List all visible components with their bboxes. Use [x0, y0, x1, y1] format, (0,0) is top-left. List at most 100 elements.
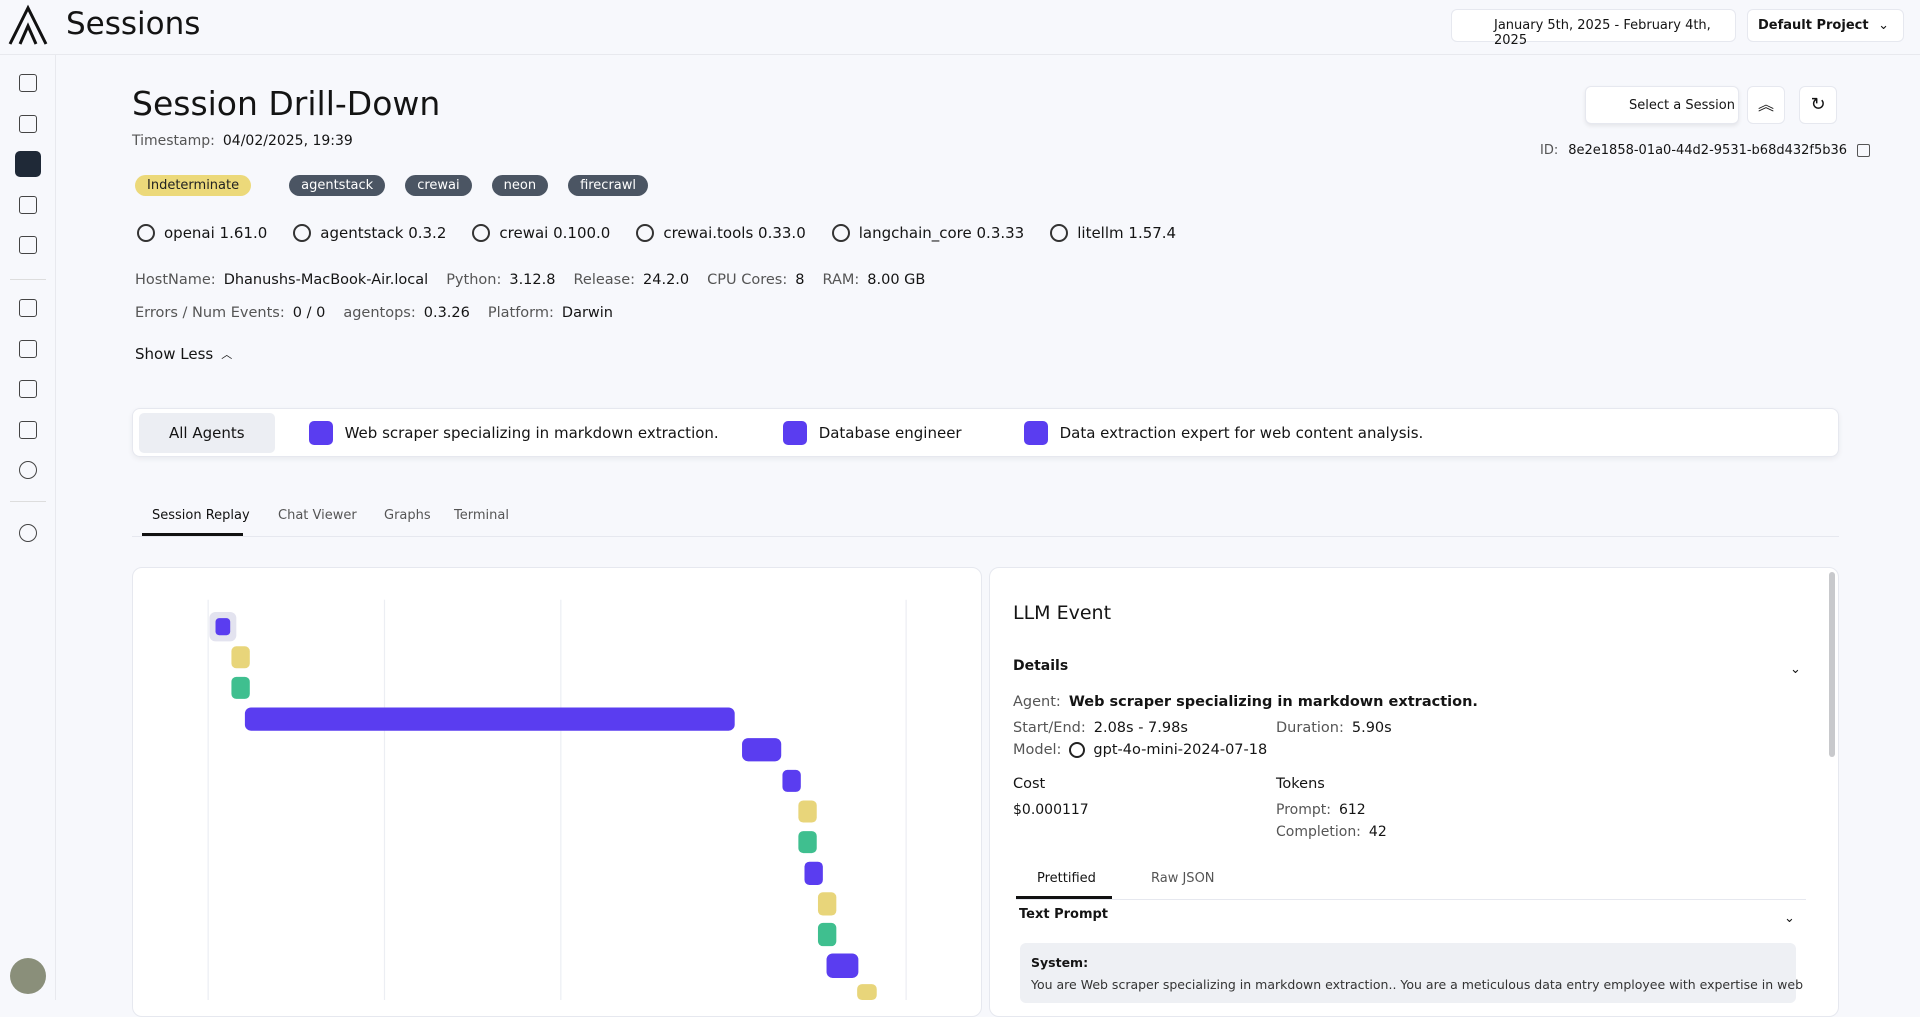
info-label: HostName: [135, 272, 216, 288]
package: langchain_core 0.3.33 [831, 224, 1025, 242]
agent-filter[interactable]: All Agents [139, 412, 275, 453]
tab[interactable]: Session Replay [152, 508, 250, 523]
tab[interactable]: Graphs [384, 508, 431, 523]
select-session-button[interactable]: Select a Session [1585, 86, 1739, 124]
tab[interactable]: Chat Viewer [278, 508, 357, 523]
event-bar[interactable] [742, 738, 782, 762]
package: litellm 1.57.4 [1050, 224, 1176, 242]
field-value: 2.08s - 7.98s [1093, 720, 1188, 736]
cost-label: Cost [1013, 776, 1046, 792]
agent-icon [308, 420, 333, 445]
package: crewai 0.100.0 [472, 224, 610, 242]
agent-icon [1023, 420, 1048, 445]
event-bar[interactable] [798, 831, 817, 854]
info-value: 8 [795, 272, 805, 288]
date-range[interactable]: January 5th, 2025 - February 4th, 2025 [1451, 9, 1736, 48]
agent-filter[interactable]: Data extraction expert for web content a… [1023, 420, 1423, 445]
text-prompt-toggle[interactable]: ⌄ [1784, 911, 1795, 926]
system-text: You are Web scraper specializing in mark… [1031, 977, 1804, 992]
date-range-text: January 5th, 2025 - February 4th, 2025 [1494, 18, 1711, 48]
nav-icon[interactable] [19, 380, 37, 398]
id-label: ID: [1540, 143, 1559, 158]
info-value: 3.12.8 [509, 272, 556, 288]
agent-icon [782, 420, 807, 445]
field-label: Completion: [1276, 824, 1361, 840]
event-agent: Agent: Web scraper specializing in markdo… [1013, 694, 1478, 710]
package: openai 1.61.0 [137, 224, 267, 242]
event-model: Model: gpt-4o-mini-2024-07-18 [1013, 742, 1267, 758]
project-select[interactable]: Default Project ⌄ [1747, 9, 1904, 42]
nav-icon[interactable] [19, 299, 37, 317]
agent-filter[interactable]: Database engineer [782, 420, 962, 445]
info-item: Platform: Darwin [488, 305, 613, 321]
sidebar [0, 54, 56, 1000]
system-label: System: [1031, 955, 1089, 970]
nav-icon[interactable] [19, 74, 37, 92]
info-item: RAM: 8.00 GB [822, 272, 925, 288]
package-icon [472, 224, 491, 242]
event-bar[interactable] [817, 892, 837, 916]
event-bar[interactable] [826, 953, 859, 978]
details-heading: Details [1013, 658, 1069, 674]
tab-underline [142, 533, 243, 536]
event-bar[interactable] [231, 676, 250, 699]
nav-icon[interactable] [19, 236, 37, 254]
avatar[interactable] [10, 958, 46, 994]
view-tab[interactable]: Prettified [1037, 871, 1096, 886]
prompt-tokens: Prompt: 612 [1276, 802, 1366, 818]
top-bar [0, 0, 1920, 55]
view-tab[interactable]: Raw JSON [1151, 871, 1215, 886]
nav-icon-active[interactable] [15, 151, 41, 177]
nav-icon[interactable] [19, 421, 37, 439]
model-icon [1069, 742, 1086, 758]
package-name: crewai.tools 0.33.0 [663, 224, 806, 242]
copy-icon[interactable] [1857, 144, 1871, 157]
tag: agentstack [289, 175, 386, 196]
info-value: 0.3.26 [423, 305, 470, 321]
field-label: Agent: [1013, 694, 1061, 710]
tag: neon [491, 175, 549, 196]
agent-filter[interactable]: Web scraper specializing in markdown ext… [308, 420, 719, 445]
details-toggle[interactable]: ⌄ [1790, 662, 1801, 677]
info-label: RAM: [822, 272, 860, 288]
info-value: Dhanushs-MacBook-Air.local [223, 272, 429, 288]
tokens-label: Tokens [1276, 776, 1325, 792]
package: crewai.tools 0.33.0 [636, 224, 806, 242]
info-label: CPU Cores: [707, 272, 788, 288]
info-label: agentops: [343, 305, 416, 321]
field-label: Duration: [1276, 720, 1344, 736]
field-label: Start/End: [1013, 720, 1086, 736]
info-item: HostName: Dhanushs-MacBook-Air.local [135, 272, 428, 288]
nav-icon[interactable] [19, 115, 37, 133]
package-name: litellm 1.57.4 [1077, 224, 1177, 242]
timestamp-label: Timestamp: [132, 133, 215, 149]
event-bar[interactable] [798, 800, 817, 823]
refresh-button[interactable]: ↻ [1799, 86, 1837, 124]
event-bar[interactable] [244, 707, 735, 731]
info-value: 0 / 0 [292, 305, 326, 321]
package-icon [1050, 224, 1069, 242]
show-less[interactable]: Show Less ︿ [135, 345, 233, 363]
package-name: langchain_core 0.3.33 [858, 224, 1025, 242]
collapse-button[interactable]: ︽ [1747, 86, 1785, 124]
tab[interactable]: Terminal [454, 508, 509, 523]
show-less-text: Show Less [135, 345, 214, 363]
tags: Indeterminate agentstack crewai neon firecra… [135, 175, 649, 196]
package-name: crewai 0.100.0 [499, 224, 611, 242]
nav-icon[interactable] [19, 340, 37, 358]
event-bar[interactable] [215, 618, 231, 636]
select-session-text: Select a Session [1629, 98, 1735, 113]
timeline-events [215, 618, 877, 1000]
nav-icon[interactable] [19, 461, 37, 479]
nav-icon[interactable] [19, 196, 37, 214]
event-bar[interactable] [782, 769, 801, 792]
package: agentstack 0.3.2 [293, 224, 446, 242]
event-bar[interactable] [817, 922, 837, 947]
event-bar[interactable] [857, 984, 877, 1000]
event-bar[interactable] [231, 646, 250, 669]
agent-list: All Agents Web scraper specializing in ma… [139, 412, 1485, 453]
info-label: Platform: [487, 305, 554, 321]
event-bar[interactable] [804, 861, 823, 885]
field-value: Web scraper specializing in markdown ext… [1068, 694, 1478, 710]
theme-toggle[interactable] [19, 524, 37, 542]
